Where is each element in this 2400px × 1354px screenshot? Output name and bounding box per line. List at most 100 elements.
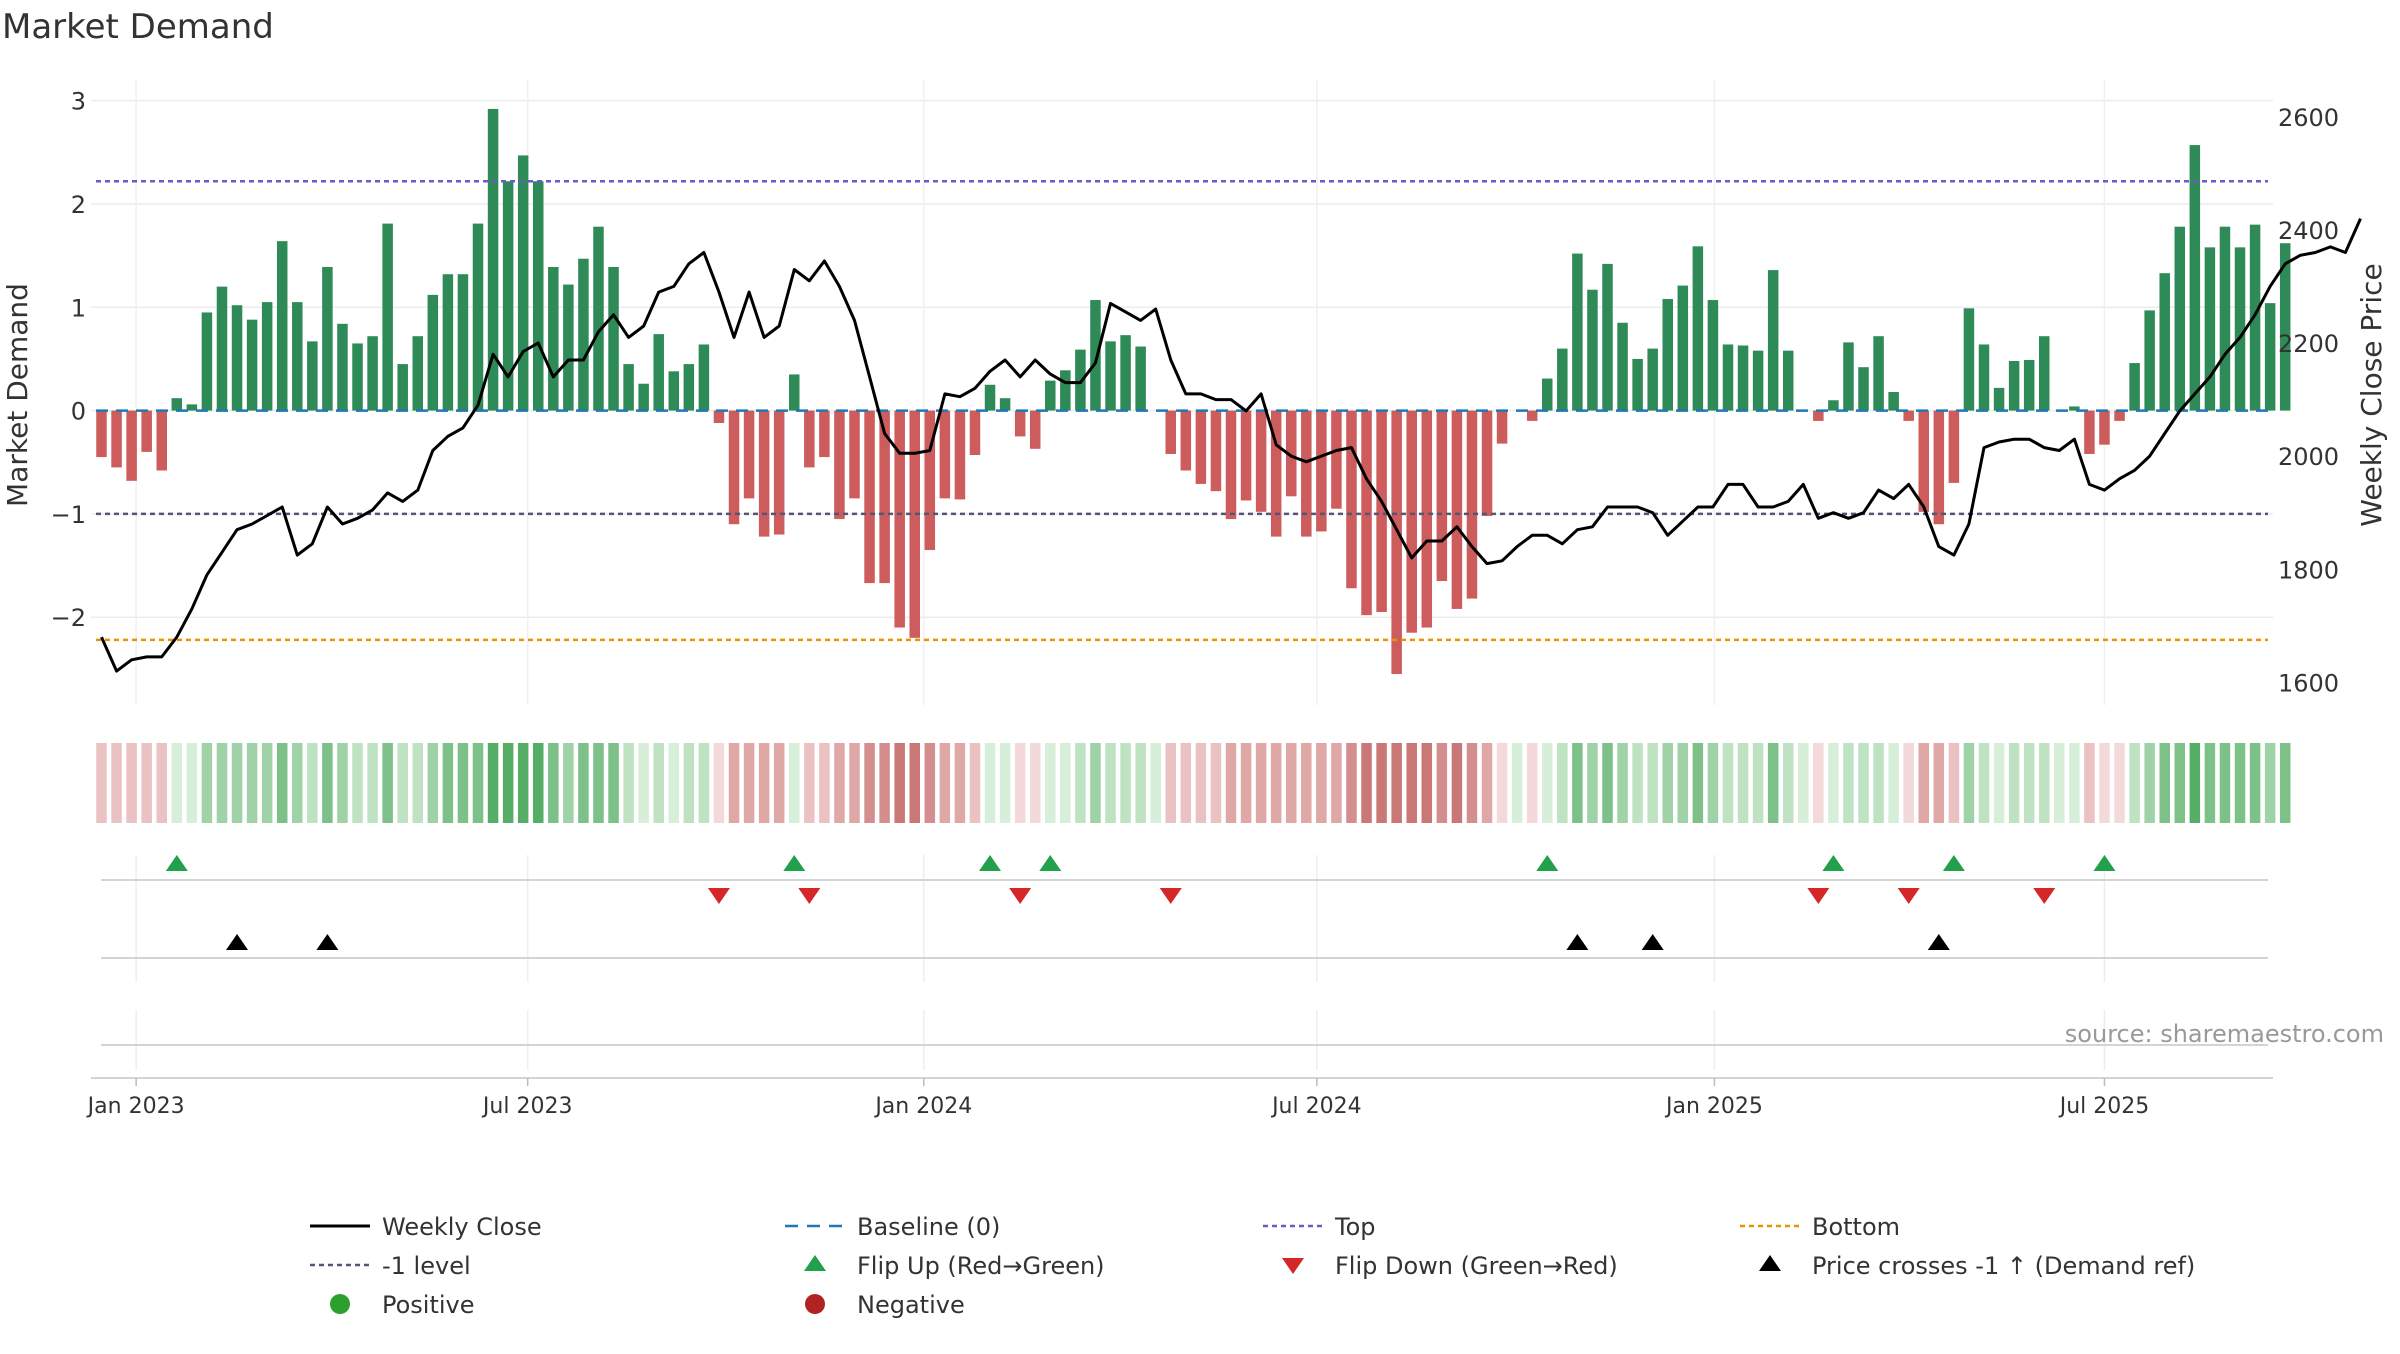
heat-cell xyxy=(126,743,137,823)
heat-cell xyxy=(246,743,258,823)
heat-cell xyxy=(728,743,740,823)
positive-demand-bar xyxy=(427,294,439,411)
heat-cell xyxy=(201,743,213,823)
flip-down-marker xyxy=(2033,888,2056,904)
positive-demand-bar xyxy=(698,344,710,411)
positive-demand-bar xyxy=(2038,336,2050,411)
heat-cell xyxy=(1376,743,1387,823)
heat-cell xyxy=(1647,743,1658,823)
positive-demand-bar xyxy=(2234,247,2246,411)
legend-flip-down-swatch xyxy=(1282,1258,1304,1274)
heat-cell xyxy=(1060,743,1071,823)
positive-demand-bar xyxy=(1572,253,1583,411)
flip-up-marker xyxy=(1942,855,1965,871)
positive-demand-bar xyxy=(2249,224,2261,411)
heat-cell xyxy=(804,743,815,823)
positive-demand-bar xyxy=(276,241,288,411)
legend-negative-swatch xyxy=(805,1294,825,1314)
flip-up-marker xyxy=(1822,855,1845,871)
heat-cell xyxy=(2204,743,2216,823)
positive-demand-bar xyxy=(638,383,649,411)
heat-cell xyxy=(96,743,107,823)
positive-demand-bar xyxy=(1045,380,1056,411)
x-tick-label: Jan 2025 xyxy=(1664,1094,1763,1119)
negative-demand-bar xyxy=(1270,410,1282,537)
negative-demand-bar xyxy=(924,410,936,551)
flip-down-marker xyxy=(1159,888,1182,904)
positive-demand-bar xyxy=(1752,350,1764,411)
heat-cell xyxy=(593,743,604,823)
heat-cell xyxy=(427,743,439,823)
positive-demand-bar xyxy=(2159,273,2170,411)
y2-tick-label: 2000 xyxy=(2278,443,2339,471)
price-cross-marker xyxy=(1927,934,1950,950)
heat-cell xyxy=(2038,743,2050,823)
negative-demand-bar xyxy=(939,410,951,499)
positive-demand-bar xyxy=(2189,145,2201,411)
negative-demand-bar xyxy=(1526,410,1538,421)
heat-cell xyxy=(2264,743,2276,823)
heat-cell xyxy=(638,743,649,823)
negative-demand-bar xyxy=(1014,410,1026,437)
heat-cell xyxy=(442,743,454,823)
positive-demand-bar xyxy=(1075,349,1086,411)
heat-cell xyxy=(1120,743,1131,823)
positive-demand-bar xyxy=(246,319,258,411)
negative-demand-bar xyxy=(819,410,830,458)
negative-demand-bar xyxy=(834,410,845,520)
positive-demand-bar xyxy=(2129,363,2140,411)
positive-demand-bar xyxy=(261,302,273,411)
positive-demand-bar xyxy=(487,108,499,411)
positive-demand-bar xyxy=(1120,335,1131,411)
y2-tick-label: 2600 xyxy=(2278,104,2339,132)
negative-demand-bar xyxy=(804,410,815,468)
heat-cell xyxy=(2114,743,2125,823)
positive-demand-bar xyxy=(1557,348,1568,411)
negative-demand-bar xyxy=(713,410,725,423)
heat-cell xyxy=(894,743,905,823)
heat-cell xyxy=(1045,743,1056,823)
legend-price-cross-swatch xyxy=(1759,1255,1781,1271)
y2-axis-label: Weekly Close Price xyxy=(2355,263,2388,526)
positive-demand-bar xyxy=(563,284,574,411)
positive-demand-bar xyxy=(517,155,529,411)
heat-cell xyxy=(2249,743,2261,823)
legend-label: Weekly Close xyxy=(382,1213,542,1241)
negative-demand-bar xyxy=(1225,410,1237,520)
heat-cell xyxy=(292,743,303,823)
heat-cell xyxy=(1225,743,1237,823)
legend-label: -1 level xyxy=(382,1252,471,1280)
positive-demand-bar xyxy=(337,323,348,411)
heat-cell xyxy=(623,743,634,823)
heat-cell xyxy=(1421,743,1433,823)
heat-cell xyxy=(1707,743,1719,823)
positive-demand-bar xyxy=(1632,358,1643,411)
negative-demand-bar xyxy=(1376,410,1387,613)
heat-cell xyxy=(1873,743,1884,823)
negative-demand-bar xyxy=(758,410,770,537)
negative-demand-bar xyxy=(1481,410,1493,516)
positive-demand-bar xyxy=(2144,310,2155,411)
heat-cell xyxy=(1948,743,1960,823)
flip-up-marker xyxy=(783,855,806,871)
heat-cell xyxy=(352,743,363,823)
demand-heat-strip xyxy=(96,743,2291,823)
positive-demand-bar xyxy=(1963,308,1975,411)
positive-demand-bar xyxy=(623,364,634,411)
positive-demand-bar xyxy=(1843,342,1854,411)
positive-demand-bar xyxy=(789,374,800,411)
positive-demand-bar xyxy=(593,226,604,411)
x-tick-label: Jan 2023 xyxy=(86,1094,185,1119)
price-cross-marker xyxy=(1566,934,1589,950)
positive-demand-bar xyxy=(201,312,213,411)
negative-demand-bar xyxy=(1436,410,1448,582)
positive-demand-bar xyxy=(1873,336,1884,411)
positive-demand-bar xyxy=(2023,359,2035,411)
heat-cell xyxy=(502,743,514,823)
positive-demand-bar xyxy=(322,266,333,411)
x-tick-label: Jan 2024 xyxy=(873,1094,972,1119)
positive-demand-bar xyxy=(502,181,514,411)
heat-cell xyxy=(186,743,198,823)
negative-demand-bar xyxy=(1948,410,1960,483)
heat-cell xyxy=(683,743,695,823)
